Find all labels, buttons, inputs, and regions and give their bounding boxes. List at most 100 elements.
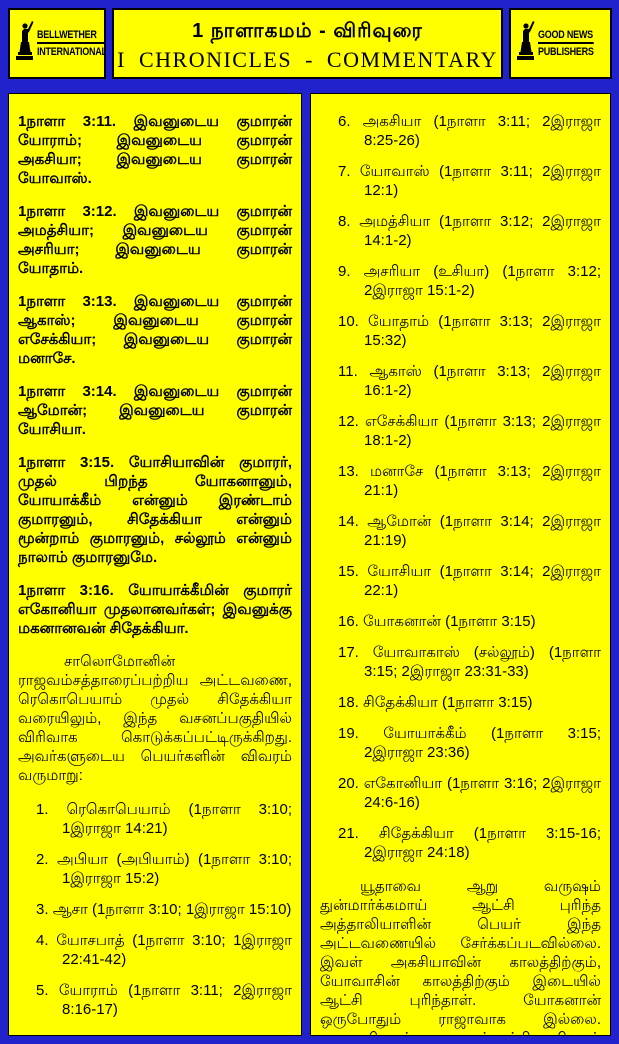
item-number: 14. — [338, 513, 359, 530]
scripture-reference: (1நாளா 3:13; 2இராஜா 18:1-2) — [364, 413, 601, 449]
scripture-reference: (1நாளா 3:11; 2இராஜா 8:16-17) — [62, 982, 292, 1018]
scripture-reference: (1நாளா 3:10; 1இராஜா 15:10) — [91, 901, 292, 918]
scripture-reference: (1நாளா 3:13; 2இராஜா 15:32) — [364, 313, 602, 349]
item-number: 2. — [36, 851, 49, 868]
item-number: 18. — [338, 694, 359, 711]
header-title-box: 1 நாளாகமம் - விரிவுரை I CHRONICLES - COM… — [112, 8, 503, 79]
king-name: யோசபாத் — [56, 932, 125, 949]
right-column: 6. அகசியா (1நாளா 3:11; 2இராஜா 8:25-26) 7… — [310, 93, 611, 1036]
king-name: யோயாக்கீம் — [383, 725, 467, 742]
list-item: 7. யோவாஸ் (1நாளா 3:11; 2இராஜா 12:1) — [320, 162, 601, 200]
goodnews-logo-box: GOOD NEWS PUBLISHERS — [509, 8, 612, 79]
scripture-reference: (1நாளா 3:12; 2இராஜா 14:1-2) — [364, 213, 601, 249]
list-item: 10. யோதாம் (1நாளா 3:13; 2இராஜா 15:32) — [320, 312, 601, 350]
item-number: 7. — [338, 163, 351, 180]
item-number: 5. — [36, 982, 49, 999]
item-number: 17. — [338, 644, 359, 661]
item-number: 13. — [338, 463, 359, 480]
scripture-reference: (1நாளா 3:11; 2இராஜா 8:25-26) — [364, 113, 602, 149]
scripture-reference: (1நாளா 3:14; 2இராஜா 22:1) — [364, 563, 601, 599]
list-item: 18. சிதேக்கியா (1நாளா 3:15) — [320, 693, 601, 712]
scripture-reference: (1நாளா 3:10; 1இராஜா 15:2) — [62, 851, 293, 887]
king-name: ஆகாஸ் — [369, 363, 422, 380]
list-item: 1. ரெகொபெயாம் (1நாளா 3:10; 1இராஜா 14:21) — [18, 800, 292, 838]
page-title-english: I CHRONICLES - COMMENTARY — [117, 47, 498, 72]
list-item: 20. எகோனியா (1நாளா 3:16; 2இராஜா 24:6-16) — [320, 774, 601, 812]
item-number: 11. — [338, 363, 358, 380]
list-item: 11. ஆகாஸ் (1நாளா 3:13; 2இராஜா 16:1-2) — [320, 362, 601, 400]
goodnews-logo-text: GOOD NEWS PUBLISHERS — [538, 29, 594, 58]
intro-paragraph: சாலொமோனின் ராஜவம்சத்தாரைப்பற்றிய அட்டவணை… — [18, 653, 292, 784]
item-number: 15. — [338, 563, 359, 580]
list-item: 19. யோயாக்கீம் (1நாளா 3:15; 2இராஜா 23:36… — [320, 724, 601, 762]
bellwether-logo-box: BELLWETHER INTERNATIONAL — [8, 8, 106, 79]
king-name: யோகனான் — [363, 613, 441, 630]
king-name: அமத்சியா — [359, 213, 431, 230]
item-number: 10. — [338, 313, 359, 330]
scripture-reference: (1நாளா 3:10; 1இராஜா 14:21) — [62, 801, 292, 837]
king-name: மனாசே — [369, 463, 424, 480]
goodnews-logo: GOOD NEWS PUBLISHERS — [511, 10, 610, 77]
king-name: ஆசா — [52, 901, 88, 918]
list-item: 15. யோசியா (1நாளா 3:14; 2இராஜா 22:1) — [320, 562, 601, 600]
list-item: 8. அமத்சியா (1நாளா 3:12; 2இராஜா 14:1-2) — [320, 212, 601, 250]
king-name: எகோனியா — [363, 775, 443, 792]
scripture-reference: (1நாளா 3:13; 2இராஜா 16:1-2) — [364, 363, 602, 399]
king-name: யோதாம் — [368, 313, 430, 330]
verse-paragraph: 1நாளா 3:12. இவனுடைய குமாரன் அமத்சியா; இவ… — [18, 203, 292, 277]
scripture-reference: (1நாளா 3:12; 2இராஜா 15:1-2) — [364, 263, 601, 299]
scripture-reference: (1நாளா 3:16; 2இராஜா 24:6-16) — [364, 775, 601, 811]
logo-line1: GOOD NEWS — [538, 29, 594, 44]
bellwether-logo-text: BELLWETHER INTERNATIONAL — [37, 29, 106, 58]
item-number: 9. — [338, 263, 351, 280]
king-name: யோவாஸ் — [359, 163, 430, 180]
scripture-reference: (1நாளா 3:13; 2இராஜா 21:1) — [364, 463, 601, 499]
item-number: 12. — [338, 413, 359, 430]
list-item: 5. யோராம் (1நாளா 3:11; 2இராஜா 8:16-17) — [18, 981, 292, 1019]
scripture-reference: (1நாளா 3:15; 2இராஜா 23:31-33) — [364, 644, 601, 680]
verse-paragraph: 1நாளா 3:14. இவனுடைய குமாரன் ஆமோன்; இவனுட… — [18, 383, 292, 438]
scripture-reference: (1நாளா 3:15) — [445, 613, 536, 630]
king-name: சிதேக்கியா — [378, 825, 454, 842]
verse-list: 1நாளா 3:11. இவனுடைய குமாரன் யோராம்; இவனு… — [18, 112, 292, 638]
list-item: 4. யோசபாத் (1நாளா 3:10; 1இராஜா 22:41-42) — [18, 931, 292, 969]
king-name: எசேக்கியா — [364, 413, 439, 430]
closing-note-paragraph: யூதாவை ஆறு வருஷம் துன்மார்க்கமாய் ஆட்சி … — [320, 878, 601, 1035]
list-item: 17. யோவாகாஸ் (சல்லூம்) (1நாளா 3:15; 2இரா… — [320, 643, 601, 681]
kings-list-1-5: 1. ரெகொபெயாம் (1நாளா 3:10; 1இராஜா 14:21)… — [18, 800, 292, 1019]
item-number: 21. — [338, 825, 359, 842]
king-name: அபியா (அபியாம்) — [56, 851, 190, 868]
scripture-reference: (1நாளா 3:15-16; 2இராஜா 24:18) — [364, 825, 602, 861]
king-name: சிதேக்கியா — [363, 694, 438, 711]
logo-line2: INTERNATIONAL — [37, 46, 106, 58]
list-item: 2. அபியா (அபியாம்) (1நாளா 3:10; 1இராஜா 1… — [18, 850, 292, 888]
king-name: யோராம் — [58, 982, 118, 999]
logo-line2: PUBLISHERS — [538, 46, 594, 58]
item-number: 19. — [338, 725, 359, 742]
list-item: 3. ஆசா (1நாளா 3:10; 1இராஜா 15:10) — [18, 900, 292, 919]
list-item: 21. சிதேக்கியா (1நாளா 3:15-16; 2இராஜா 24… — [320, 824, 601, 862]
list-item: 16. யோகனான் (1நாளா 3:15) — [320, 612, 601, 631]
kings-list-6-21: 6. அகசியா (1நாளா 3:11; 2இராஜா 8:25-26) 7… — [320, 112, 601, 862]
list-item: 9. அசரியா (உசியா) (1நாளா 3:12; 2இராஜா 15… — [320, 262, 601, 300]
logo-line1: BELLWETHER — [37, 29, 104, 44]
statue-icon — [515, 20, 535, 67]
verse-paragraph: 1நாளா 3:15. யோசியாவின் குமாரர், முதல் பி… — [18, 454, 292, 566]
king-name: யோவாகாஸ் (சல்லூம்) — [372, 644, 535, 661]
king-name: அகசியா — [362, 113, 422, 130]
page-title-tamil: 1 நாளாகமம் - விரிவுரை — [192, 20, 423, 42]
item-number: 6. — [338, 113, 351, 130]
item-number: 16. — [338, 613, 359, 630]
bellwether-logo: BELLWETHER INTERNATIONAL — [10, 10, 104, 77]
verse-paragraph: 1நாளா 3:11. இவனுடைய குமாரன் யோராம்; இவனு… — [18, 113, 292, 187]
verse-paragraph: 1நாளா 3:16. யோயாக்கீமின் குமாரர் எகோனியா… — [18, 582, 292, 637]
king-name: ஆமோன் — [367, 513, 432, 530]
list-item: 12. எசேக்கியா (1நாளா 3:13; 2இராஜா 18:1-2… — [320, 412, 601, 450]
left-column: 1நாளா 3:11. இவனுடைய குமாரன் யோராம்; இவனு… — [8, 93, 302, 1036]
scripture-reference: (1நாளா 3:15) — [441, 694, 533, 711]
king-name: ரெகொபெயாம் — [66, 801, 171, 818]
item-number: 1. — [36, 801, 49, 818]
list-item: 6. அகசியா (1நாளா 3:11; 2இராஜா 8:25-26) — [320, 112, 601, 150]
list-item: 13. மனாசே (1நாளா 3:13; 2இராஜா 21:1) — [320, 462, 601, 500]
